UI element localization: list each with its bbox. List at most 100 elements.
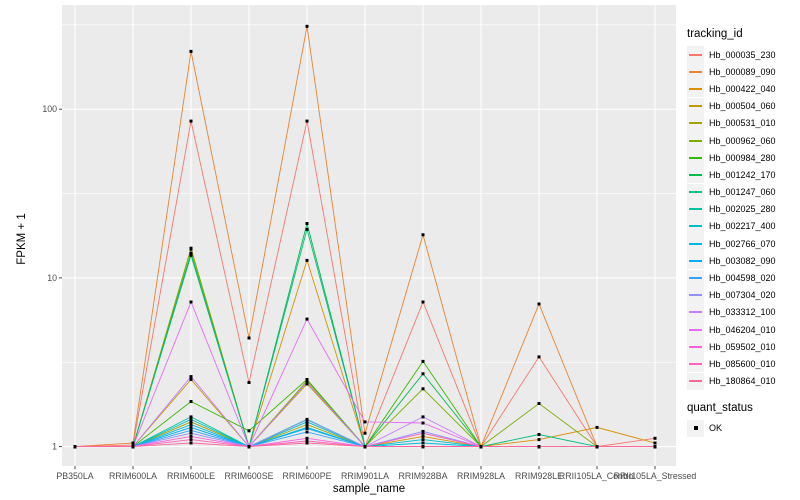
data-point: [305, 427, 309, 430]
data-point: [189, 423, 193, 427]
data-point: [189, 438, 193, 442]
legend-color-swatch: [687, 200, 704, 218]
legend: tracking_id Hb_000035_230 Hb_000089_090 Hb…: [687, 28, 799, 437]
data-point: [189, 428, 193, 432]
legend-color-swatch: [687, 217, 704, 235]
legend-color-swatch: [687, 303, 704, 321]
data-point: [595, 445, 599, 449]
x-tick-label: RRIM600SE: [225, 471, 274, 481]
data-point: [479, 445, 483, 449]
legend-item: Hb_001247_060: [687, 183, 799, 201]
data-point: [189, 119, 193, 123]
data-point: [131, 441, 135, 445]
legend-item: Hb_033312_100: [687, 303, 799, 321]
data-point: [73, 445, 77, 449]
legend-item: Hb_180864_010: [687, 372, 799, 390]
legend-items: Hb_000035_230 Hb_000089_090 Hb_000422_040 H…: [687, 46, 799, 390]
legend-label: Hb_003082_090: [709, 255, 776, 266]
data-point: [421, 415, 425, 419]
legend-item: Hb_001242_170: [687, 166, 799, 184]
data-point: [305, 119, 309, 123]
data-point: [189, 441, 193, 445]
data-point: [189, 253, 193, 257]
data-point: [537, 355, 541, 359]
legend-label: Hb_033312_100: [709, 307, 776, 318]
ok-point-swatch: [687, 419, 704, 437]
x-tick-label: RRIM928LE: [515, 471, 563, 481]
legend-label: Hb_000984_280: [709, 152, 776, 163]
data-point: [305, 258, 309, 262]
legend-label: Hb_180864_010: [709, 376, 776, 387]
data-point: [247, 336, 251, 340]
data-point: [189, 378, 193, 381]
data-point: [305, 227, 309, 231]
data-point: [247, 445, 251, 449]
legend-color-swatch: [687, 252, 704, 270]
data-point: [363, 431, 367, 435]
x-axis-title: sample_name: [333, 483, 405, 495]
legend-label: Hb_002217_400: [709, 221, 776, 232]
legend-item: Hb_000422_040: [687, 80, 799, 98]
data-point: [537, 402, 541, 405]
data-point: [305, 441, 309, 445]
data-point: [421, 429, 425, 433]
y-tick-label: 10: [47, 273, 57, 283]
legend-label: Hb_085600_010: [709, 358, 776, 369]
legend-item: Hb_000962_060: [687, 132, 799, 150]
legend-title: tracking_id: [687, 28, 743, 40]
y-tick-label: 100: [42, 104, 57, 114]
legend-color-swatch: [687, 269, 704, 287]
legend-color-swatch: [687, 338, 704, 356]
data-point: [421, 372, 425, 376]
data-point: [421, 233, 425, 237]
data-point: [189, 434, 193, 438]
data-point: [189, 417, 193, 421]
legend-color-swatch: [687, 321, 704, 339]
x-tick-label: RRIM600LA: [109, 471, 157, 481]
data-point: [305, 381, 309, 384]
x-tick-label: PB350LA: [56, 471, 93, 481]
data-point: [189, 49, 193, 53]
legend-label: Hb_007304_020: [709, 290, 776, 301]
data-point: [189, 420, 193, 424]
legend-color-swatch: [687, 132, 704, 150]
axis-ticks: [59, 108, 656, 470]
x-tick-label: RRIM600LE: [167, 471, 215, 481]
data-point: [189, 251, 193, 255]
legend-item: Hb_000984_280: [687, 149, 799, 167]
data-point: [305, 24, 309, 28]
legend-label: Hb_002025_280: [709, 204, 776, 215]
legend-color-swatch: [687, 114, 704, 132]
legend-item: Hb_002217_400: [687, 217, 799, 235]
legend-item: Hb_007304_020: [687, 286, 799, 304]
data-point: [421, 434, 425, 438]
legend-color-swatch: [687, 183, 704, 201]
x-tick-label: RRIM600PE: [283, 471, 332, 481]
minor-gridlines: [62, 24, 676, 363]
legend-color-swatch: [687, 46, 704, 64]
data-point: [363, 420, 367, 424]
legend-label: Hb_001242_170: [709, 169, 776, 180]
legend-item: Hb_002025_280: [687, 200, 799, 218]
data-point: [537, 438, 541, 442]
legend-item: Hb_003082_090: [687, 252, 799, 270]
data-point: [189, 300, 193, 304]
legend-label: Hb_059502_010: [709, 341, 776, 352]
legend-label: Hb_000089_090: [709, 66, 776, 77]
x-tick-label: RRII105LA_Stressed: [614, 471, 697, 481]
legend-color-swatch: [687, 355, 704, 373]
data-point: [189, 375, 193, 379]
data-point: [421, 441, 425, 445]
legend-label: Hb_000962_060: [709, 135, 776, 146]
data-point: [421, 387, 425, 391]
legend-color-swatch: [687, 149, 704, 167]
data-point: [537, 433, 541, 436]
x-tick-label: RRII105LA_Control: [559, 471, 635, 481]
data-point: [653, 445, 657, 449]
legend-label: Hb_002766_070: [709, 238, 776, 249]
data-point: [305, 418, 309, 422]
data-point: [421, 359, 425, 363]
data-point: [537, 302, 541, 306]
